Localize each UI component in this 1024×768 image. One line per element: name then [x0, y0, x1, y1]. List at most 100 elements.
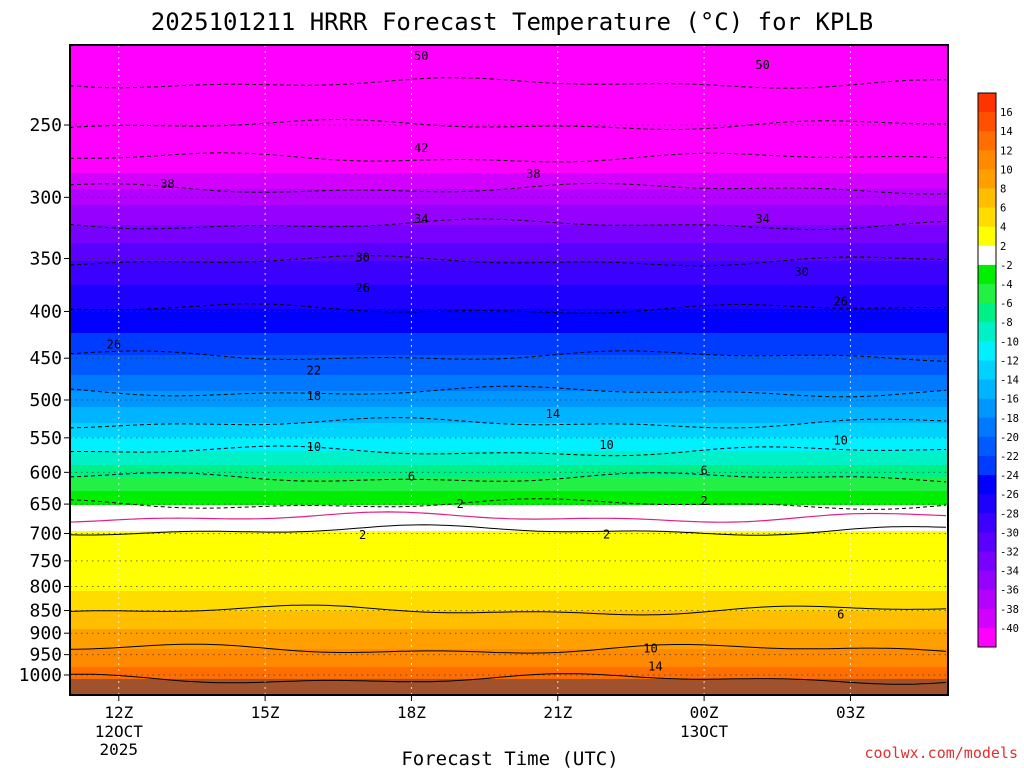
colorbar-tick-label: -10: [1000, 336, 1019, 348]
temperature-band: [70, 593, 948, 596]
temperature-band: [70, 595, 948, 598]
temperature-band: [70, 83, 948, 86]
isotherm-contour: [70, 303, 947, 314]
colorbar-swatch: [978, 284, 996, 304]
temperature-band: [70, 485, 948, 488]
temperature-band: [70, 489, 948, 492]
temperature-band: [70, 183, 948, 186]
temperature-band: [70, 375, 948, 378]
colorbar-swatch: [978, 207, 996, 228]
isotherm-contour: [70, 152, 947, 163]
temperature-band: [70, 67, 948, 70]
temperature-band: [70, 663, 948, 666]
temperature-band: [70, 455, 948, 458]
temperature-band: [70, 331, 948, 334]
credit-text: coolwx.com/models: [864, 744, 1018, 762]
temperature-band: [70, 305, 948, 308]
colorbar-swatch: [978, 455, 996, 476]
temperature-band: [70, 47, 948, 50]
temperature-band: [70, 125, 948, 128]
colorbar-swatch: [978, 131, 996, 151]
temperature-band: [70, 491, 948, 494]
temperature-band: [70, 609, 948, 612]
y-tick-label: 850: [29, 601, 62, 622]
temperature-band: [70, 283, 948, 286]
temperature-band: [70, 413, 948, 416]
y-tick-label: 600: [29, 462, 62, 483]
temperature-band: [70, 321, 948, 324]
temperature-band: [70, 507, 948, 510]
temperature-band: [70, 77, 948, 80]
contour-label: 6: [837, 608, 844, 622]
temperature-band: [70, 573, 948, 576]
temperature-band: [70, 651, 948, 654]
temperature-band: [70, 195, 948, 198]
temperature-band: [70, 427, 948, 430]
temperature-band: [70, 529, 948, 532]
temperature-band: [70, 49, 948, 52]
colorbar-tick-label: 16: [1000, 107, 1013, 119]
isotherm-contour: [70, 417, 947, 429]
temperature-band: [70, 627, 948, 630]
colorbar-tick-label: -38: [1000, 604, 1019, 616]
colorbar-swatch: [978, 513, 996, 533]
temperature-band: [70, 391, 948, 394]
temperature-band: [70, 493, 948, 496]
temperature-band: [70, 341, 948, 344]
temperature-band: [70, 405, 948, 408]
isotherm-contour: [70, 604, 947, 616]
temperature-band: [70, 677, 948, 680]
colorbar-tick-label: 10: [1000, 164, 1013, 176]
colorbar-swatch: [978, 322, 996, 342]
temperature-band: [70, 545, 948, 548]
temperature-band: [70, 617, 948, 620]
temperature-band: [70, 425, 948, 428]
temperature-band: [70, 235, 948, 238]
temperature-band: [70, 589, 948, 592]
temperature-band: [70, 85, 948, 88]
temperature-band: [70, 107, 948, 110]
temperature-band: [70, 181, 948, 184]
temperature-band: [70, 367, 948, 370]
colorbar-swatch: [978, 93, 996, 113]
temperature-band: [70, 417, 948, 420]
colorbar-swatch: [978, 494, 996, 514]
temperature-band: [70, 187, 948, 190]
temperature-band: [70, 325, 948, 328]
colorbar-tick-label: -36: [1000, 585, 1019, 597]
isotherm-contour: [70, 524, 947, 536]
temperature-band: [70, 477, 948, 480]
colorbar-swatch: [978, 169, 996, 189]
contour-label: 10: [833, 434, 847, 448]
temperature-band: [70, 179, 948, 182]
temperature-band: [70, 555, 948, 558]
temperature-band: [70, 379, 948, 382]
temperature-band: [70, 601, 948, 604]
temperature-band: [70, 135, 948, 138]
temperature-band: [70, 473, 948, 476]
colorbar-tick-label: -12: [1000, 355, 1019, 367]
temperature-band: [70, 95, 948, 98]
temperature-band: [70, 103, 948, 106]
temperature-band: [70, 583, 948, 586]
temperature-band: [70, 217, 948, 220]
temperature-band: [70, 447, 948, 450]
temperature-band: [70, 349, 948, 352]
temperature-band: [70, 173, 948, 176]
contour-label: 10: [307, 440, 321, 454]
x-axis-label: Forecast Time (UTC): [401, 748, 618, 768]
colorbar-tick-label: 12: [1000, 145, 1013, 157]
temperature-band: [70, 297, 948, 300]
temperature-band: [70, 603, 948, 606]
temperature-band: [70, 645, 948, 648]
temperature-band: [70, 499, 948, 502]
temperature-band: [70, 357, 948, 360]
temperature-band: [70, 659, 948, 662]
colorbar-tick-label: -28: [1000, 508, 1019, 520]
contour-label: 26: [107, 338, 121, 352]
contour-label: 42: [414, 141, 428, 155]
temperature-band: [70, 629, 948, 632]
isotherm-contour: [70, 498, 947, 510]
temperature-band: [70, 245, 948, 248]
